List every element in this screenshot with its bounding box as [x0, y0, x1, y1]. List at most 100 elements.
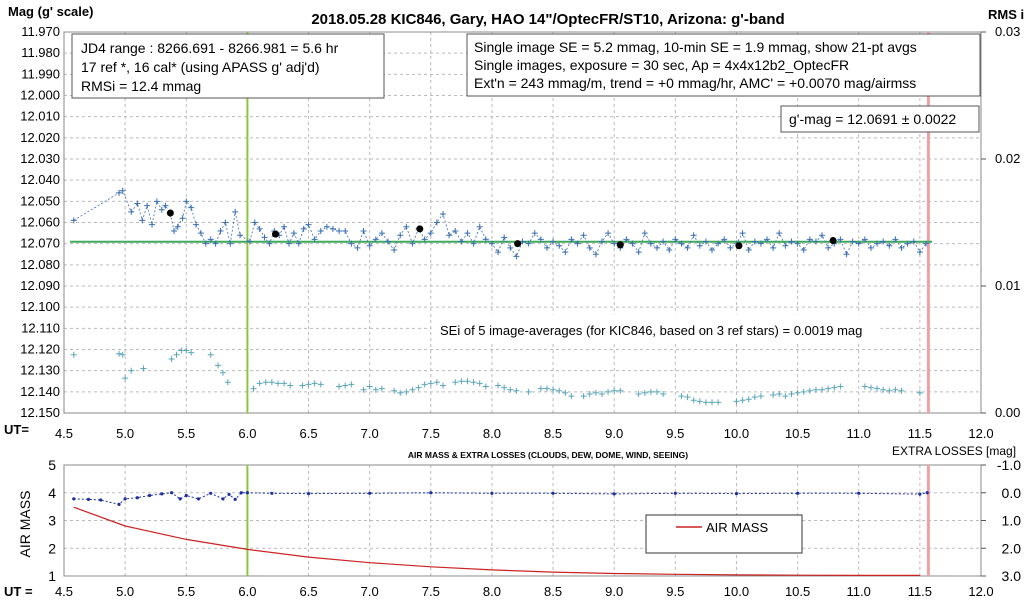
average-point: [735, 242, 743, 250]
mag-point: [366, 242, 373, 249]
mag-point: [212, 240, 219, 247]
mag-point: [635, 249, 642, 256]
mag-point: [488, 240, 495, 247]
mag-point: [237, 232, 244, 239]
rms-point: [342, 382, 349, 389]
x-tick-label: 5.5: [177, 426, 195, 441]
rms-point: [776, 390, 783, 397]
mag-point: [513, 253, 520, 260]
mag-point: [144, 202, 151, 209]
bottom-x-tick-label: 5.0: [116, 584, 134, 599]
rms-point: [562, 389, 569, 396]
mag-point: [336, 227, 343, 234]
rms-point: [635, 390, 642, 397]
mag-point: [139, 217, 146, 224]
extra-losses-series: [72, 491, 929, 507]
mag-point: [305, 221, 312, 228]
gmag-box: g'-mag = 12.0691 ± 0.0022: [780, 105, 980, 133]
mag-point: [202, 240, 209, 247]
bottom-x-tick-label: 11.5: [908, 584, 932, 599]
mag-point: [690, 232, 697, 239]
mag-point: [251, 219, 258, 226]
y2-axis-label: RMS i: [988, 7, 1024, 22]
mag-point: [849, 238, 856, 245]
extra-losses-point: [429, 491, 433, 495]
mag-point: [149, 221, 156, 228]
rms-point: [305, 381, 312, 388]
annotation-ref-stars: 17 ref *, 16 cal* (using APASS g' adj'd): [81, 59, 320, 75]
y-tick-label: 11.980: [21, 45, 60, 60]
rms-point: [592, 389, 599, 396]
airmass-axis-label: AIR MASS: [17, 491, 33, 558]
rms-point: [311, 380, 318, 387]
rms-point: [617, 387, 624, 394]
rms-point: [250, 385, 257, 392]
x-tick-label: 9.0: [605, 426, 623, 441]
rms-point: [119, 351, 126, 358]
y-tick-label: 12.070: [20, 236, 60, 251]
average-point: [166, 209, 174, 217]
y-tick-label: 12.030: [20, 151, 60, 166]
rms-point: [366, 383, 373, 390]
mag-point: [880, 238, 887, 245]
rms-point: [543, 385, 550, 392]
rms-point: [770, 392, 777, 399]
x-tick-label: 7.0: [361, 426, 379, 441]
rms-point: [782, 393, 789, 400]
mag-point: [256, 225, 263, 232]
extra-losses-point: [209, 491, 213, 495]
mag-point: [470, 240, 477, 247]
rms-point: [861, 383, 868, 390]
x-axis-label: UT=: [4, 422, 29, 437]
mag-point: [629, 240, 636, 247]
mag-point: [904, 240, 911, 247]
rms-point: [415, 384, 422, 391]
rms-point: [274, 380, 281, 387]
annotation-rmsi: RMSi = 12.4 mmag: [81, 78, 201, 94]
mag-point: [580, 232, 587, 239]
rms-point: [482, 383, 489, 390]
x-tick-label: 11.5: [908, 426, 932, 441]
rms-point: [495, 382, 502, 389]
rms-point: [580, 393, 587, 400]
rms-point: [122, 375, 129, 382]
rms-point: [568, 393, 575, 400]
mag-point: [427, 230, 434, 237]
bottom-y-tick-label: 4: [48, 485, 56, 501]
mag-point: [440, 211, 447, 218]
mag-point: [179, 215, 186, 222]
extra-losses-point: [245, 491, 249, 495]
rms-point: [409, 386, 416, 393]
mag-point: [702, 238, 709, 245]
rms-point: [586, 390, 593, 397]
rms-point: [299, 382, 306, 389]
rms-point: [440, 382, 447, 389]
mag-point: [794, 240, 801, 247]
extra-losses-point: [147, 493, 152, 498]
rms-point: [684, 394, 691, 401]
rms-point: [867, 384, 874, 391]
bottom-y-tick-label: 2: [48, 540, 56, 556]
bottom-y-tick-label: 1: [48, 568, 56, 584]
mag-point: [782, 242, 789, 249]
extra-losses-line: [73, 492, 928, 505]
annotation-gmag: g'-mag = 12.0691 ± 0.0022: [789, 111, 956, 127]
annotation-exposure: Single images, exposure = 30 sec, Ap = 4…: [474, 57, 849, 73]
bottom-x-tick-label: 12.0: [968, 584, 993, 599]
mag-point: [232, 208, 239, 215]
rms-point: [647, 388, 654, 395]
mag-point: [372, 236, 379, 243]
rms-point: [653, 388, 660, 395]
mag-point: [323, 223, 330, 230]
mag-point: [653, 244, 660, 251]
y-tick-label: 12.140: [20, 384, 60, 399]
mag-point: [507, 244, 514, 251]
rms-point: [452, 379, 459, 386]
mag-point: [819, 232, 826, 239]
mag-point: [295, 240, 302, 247]
mag-point: [153, 198, 160, 205]
mag-point: [162, 202, 169, 209]
x-tick-label: 12.0: [968, 426, 993, 441]
bottom-x-tick-label: 6.5: [299, 584, 317, 599]
mag-point: [342, 227, 349, 234]
